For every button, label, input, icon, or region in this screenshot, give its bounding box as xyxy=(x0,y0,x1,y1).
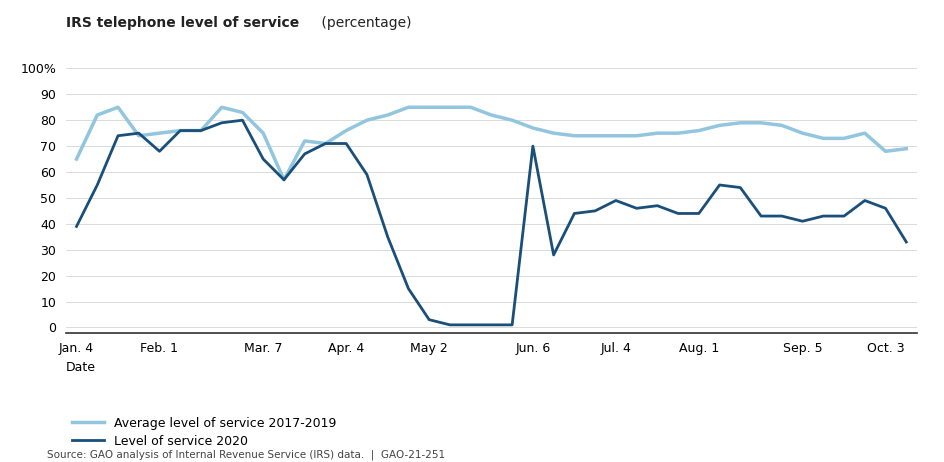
X-axis label: Date: Date xyxy=(66,361,96,374)
Text: IRS telephone level of service: IRS telephone level of service xyxy=(66,17,299,30)
Text: Source: GAO analysis of Internal Revenue Service (IRS) data.  |  GAO-21-251: Source: GAO analysis of Internal Revenue… xyxy=(47,449,445,460)
Legend: Average level of service 2017-2019, Level of service 2020: Average level of service 2017-2019, Leve… xyxy=(73,417,336,448)
Text: (percentage): (percentage) xyxy=(316,17,412,30)
